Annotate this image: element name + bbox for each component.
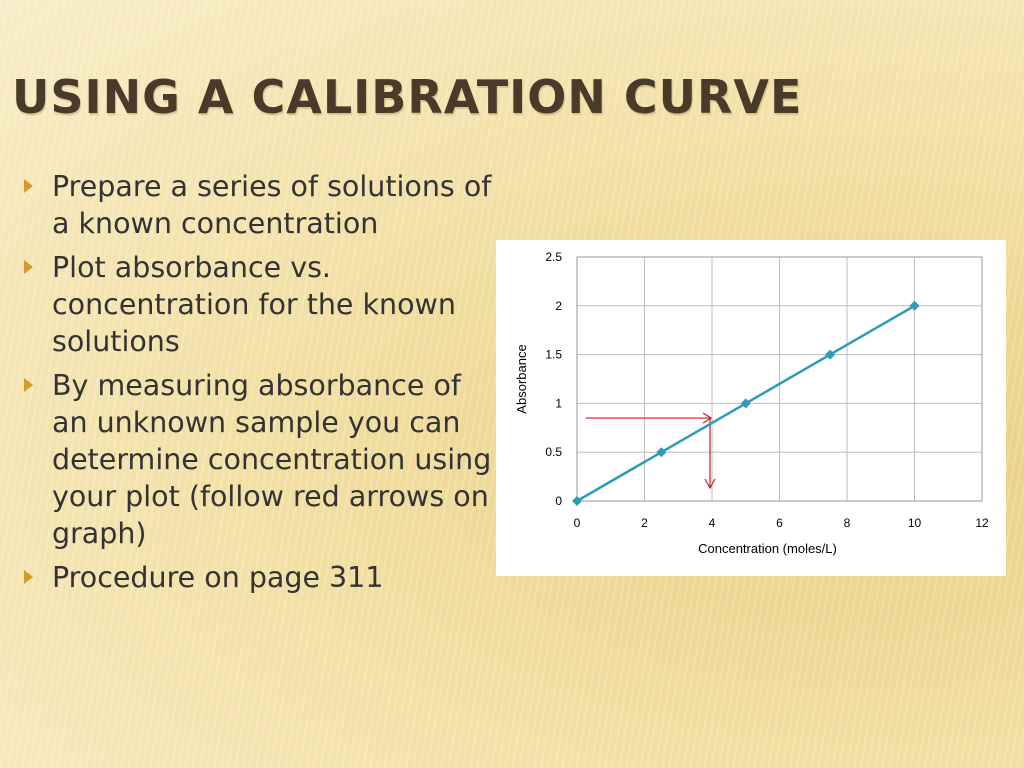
x-tick-label: 8 <box>844 516 851 530</box>
horizontal-arrow-head <box>702 412 713 424</box>
y-tick-label: 2.5 <box>545 250 562 264</box>
triangle-bullet-icon <box>24 260 33 274</box>
vertical-arrow-head <box>704 478 716 490</box>
data-point-marker <box>656 447 667 458</box>
y-tick-label: 1.5 <box>545 348 562 362</box>
triangle-bullet-icon <box>24 570 33 584</box>
y-tick-label: 1 <box>555 396 562 410</box>
annotation-arrows <box>585 412 716 490</box>
y-tick-label: 2 <box>555 299 562 313</box>
bullet-text: Plot absorbance vs. concentration for th… <box>52 251 456 358</box>
x-tick-label: 6 <box>776 516 783 530</box>
data-point-marker <box>740 398 751 409</box>
bullet-text: Prepare a series of solutions of a known… <box>52 170 492 240</box>
chart-grid <box>576 256 983 502</box>
bullet-list: Prepare a series of solutions of a known… <box>22 168 492 603</box>
slide-title: Using a calibration curve <box>12 70 803 124</box>
bullet-item: Plot absorbance vs. concentration for th… <box>22 249 492 360</box>
bullet-item: By measuring absorbance of an unknown sa… <box>22 367 492 552</box>
x-tick-label: 0 <box>574 516 581 530</box>
data-series <box>572 300 920 506</box>
x-tick-labels: 0 2 4 6 8 10 12 <box>574 516 989 530</box>
data-point-marker <box>572 496 582 506</box>
y-tick-labels: 0 0.5 1 1.5 2 2.5 <box>545 250 562 508</box>
triangle-bullet-icon <box>24 179 33 193</box>
chart-svg: 0 0.5 1 1.5 2 2.5 0 2 4 6 8 10 12 Absorbance Concen… <box>514 250 989 556</box>
x-tick-label: 4 <box>709 516 716 530</box>
y-tick-label: 0 <box>555 494 562 508</box>
x-axis-title: Concentration (moles/L) <box>698 541 837 556</box>
data-point-marker <box>909 300 920 311</box>
y-tick-label: 0.5 <box>545 445 562 459</box>
x-tick-label: 12 <box>975 516 989 530</box>
bullet-item: Prepare a series of solutions of a known… <box>22 168 492 242</box>
bullet-item: Procedure on page 311 <box>22 559 492 596</box>
plot-frame <box>576 256 983 502</box>
data-point-marker <box>825 349 836 360</box>
calibration-chart: 0 0.5 1 1.5 2 2.5 0 2 4 6 8 10 12 Absorbance Concen… <box>496 240 1006 576</box>
triangle-bullet-icon <box>24 378 33 392</box>
bullet-text: By measuring absorbance of an unknown sa… <box>52 369 492 550</box>
y-axis-title: Absorbance <box>514 344 529 413</box>
x-tick-label: 2 <box>641 516 648 530</box>
x-tick-label: 10 <box>908 516 922 530</box>
bullet-text: Procedure on page 311 <box>52 561 384 594</box>
